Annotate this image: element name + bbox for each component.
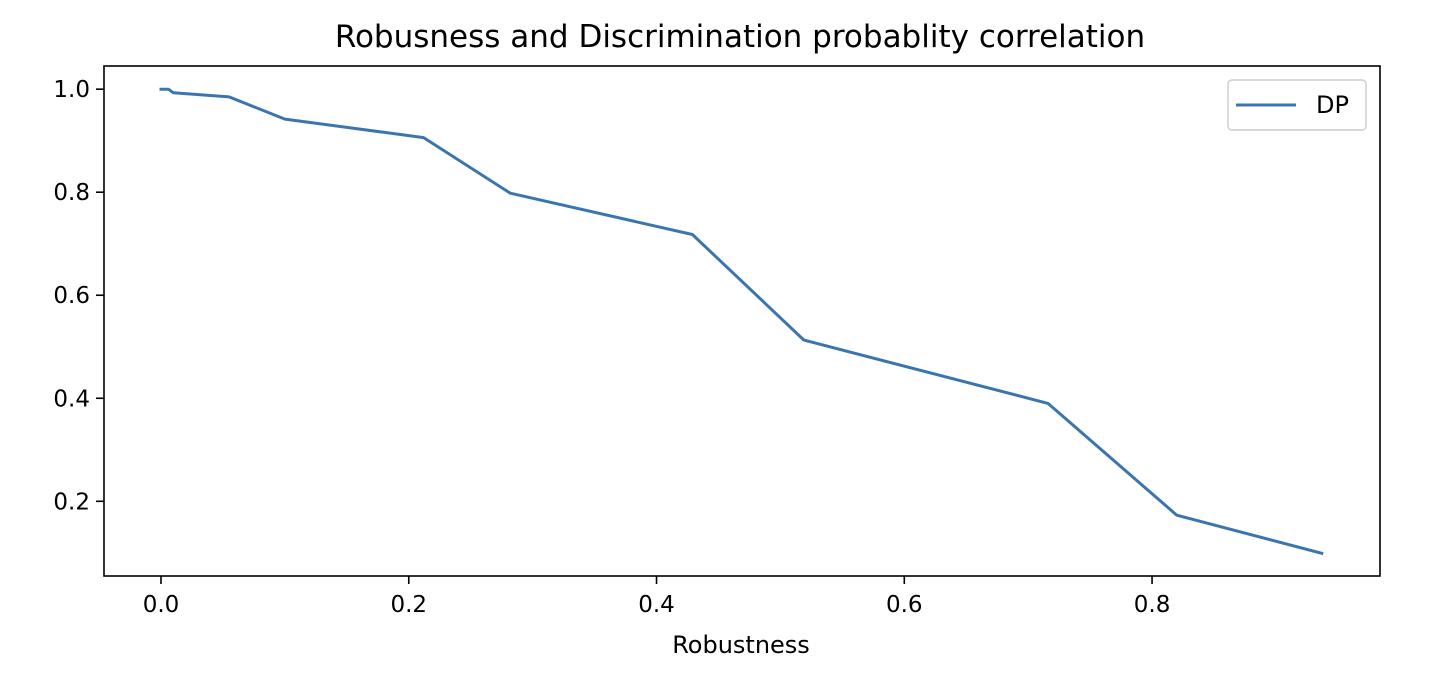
axes-frame [103,65,1381,577]
y-tick-label: 0.8 [53,180,90,206]
y-tick-label: 1.0 [53,77,90,103]
x-tick-label: 0.4 [638,592,675,618]
x-tick-label: 0.8 [1134,592,1171,618]
x-tick-label: 0.6 [886,592,923,618]
legend-box [1227,79,1367,131]
legend-label: DP [1316,91,1349,119]
chart-title: Robusness and Discrimination probablity … [335,19,1145,55]
y-axis: 0.2 0.4 0.6 0.8 1.0 [53,77,104,515]
y-tick-label: 0.6 [53,283,90,309]
x-tick-label: 0.0 [143,592,180,618]
legend: DP [1227,79,1367,131]
series-layer [159,87,1324,556]
plot-area [103,65,1381,577]
y-tick-label: 0.4 [53,386,90,412]
y-tick-label: 0.2 [53,489,90,515]
x-axis-label: Robustness [672,631,810,659]
x-tick-label: 0.2 [390,592,427,618]
series-line-dp [159,87,1324,556]
x-axis: 0.0 0.2 0.4 0.6 0.8 [143,576,1171,618]
